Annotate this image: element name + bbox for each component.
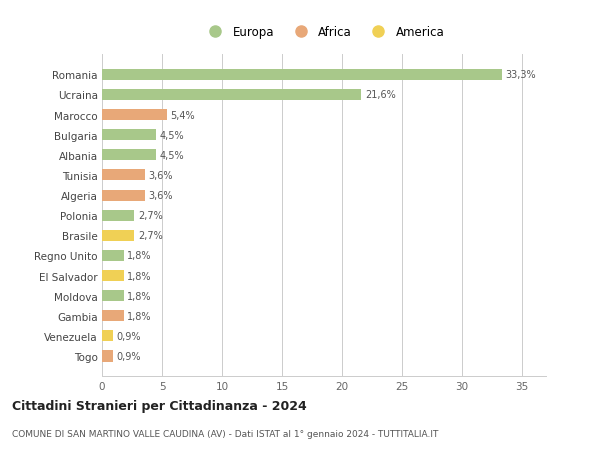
Text: 2,7%: 2,7% [138, 211, 163, 221]
Bar [102, 170, 145, 181]
Text: 4,5%: 4,5% [160, 151, 184, 161]
Bar [102, 210, 134, 221]
Text: 3,6%: 3,6% [149, 171, 173, 180]
Bar [102, 90, 361, 101]
Text: COMUNE DI SAN MARTINO VALLE CAUDINA (AV) - Dati ISTAT al 1° gennaio 2024 - TUTTI: COMUNE DI SAN MARTINO VALLE CAUDINA (AV)… [12, 429, 439, 438]
Text: 1,8%: 1,8% [127, 271, 152, 281]
Text: 5,4%: 5,4% [170, 110, 195, 120]
Text: 0,9%: 0,9% [116, 351, 141, 361]
Legend: Europa, Africa, America: Europa, Africa, America [200, 22, 448, 42]
Bar [102, 110, 167, 121]
Bar [102, 351, 113, 362]
Text: 3,6%: 3,6% [149, 190, 173, 201]
Text: 2,7%: 2,7% [138, 231, 163, 241]
Bar [102, 250, 124, 262]
Bar [102, 130, 156, 141]
Text: 21,6%: 21,6% [365, 90, 395, 100]
Text: Cittadini Stranieri per Cittadinanza - 2024: Cittadini Stranieri per Cittadinanza - 2… [12, 399, 307, 412]
Text: 1,8%: 1,8% [127, 311, 152, 321]
Bar [102, 330, 113, 341]
Text: 1,8%: 1,8% [127, 291, 152, 301]
Bar [102, 311, 124, 322]
Bar [102, 230, 134, 241]
Text: 33,3%: 33,3% [505, 70, 536, 80]
Bar [102, 291, 124, 302]
Bar [102, 190, 145, 201]
Text: 0,9%: 0,9% [116, 331, 141, 341]
Text: 4,5%: 4,5% [160, 130, 184, 140]
Bar [102, 150, 156, 161]
Text: 1,8%: 1,8% [127, 251, 152, 261]
Bar [102, 270, 124, 281]
Bar [102, 70, 502, 81]
